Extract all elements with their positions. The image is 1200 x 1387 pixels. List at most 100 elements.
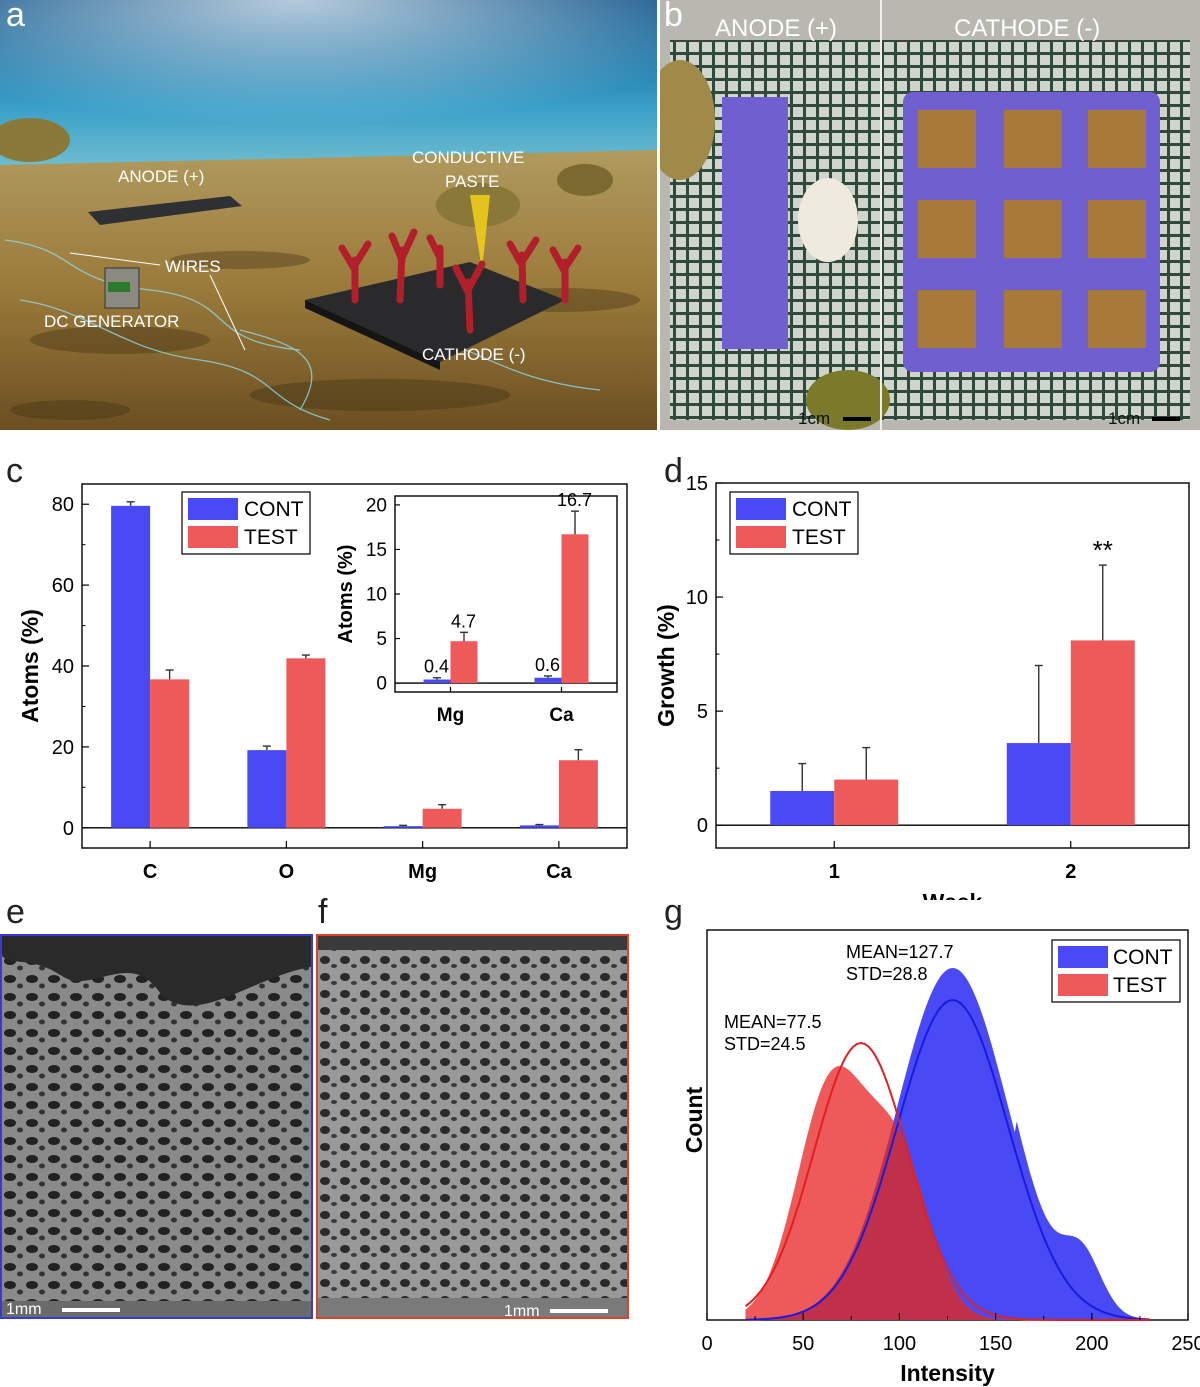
chart-d-bar-test [834,779,899,826]
panel-a-conductive-label: CONDUCTIVE [412,148,524,167]
chart-c-xtick-label: O [279,861,295,883]
chart-d-xtick-label: 1 [829,861,840,883]
chart-c-inset-bar-cont [534,677,562,684]
chart-c-inset-ytick-label: 5 [376,629,387,650]
panel-b-photo: ANODE (+) CATHODE (-) 1cm 1cm [660,0,1200,430]
chart-c-legend-swatch-cont [188,498,238,520]
chart-c-inset-ytick-label: 0 [376,674,387,695]
chart-c-bar-test [286,658,326,828]
chart-d-legend-swatch-cont [736,498,786,520]
chart-g-hist-test [745,1066,1150,1320]
panel-letter-g: g [664,893,683,931]
chart-c-ytick-label: 80 [52,494,74,516]
chart-c-bar-test [422,808,462,828]
panel-a-wires-label: WIRES [165,257,221,276]
panel-e-scalebar [62,1308,120,1312]
chart-g-fit-cont [745,998,1150,1321]
chart-c-ytick-label: 40 [52,656,74,678]
chart-d-ytick-label: 0 [697,815,708,837]
panel-a-paste-label: PASTE [445,172,499,191]
panel-letter-e: e [6,893,25,931]
chart-g-hist-cont [745,968,1150,1320]
chart-g-legend-swatch-cont [1058,946,1108,968]
panel-e-sem-image: 1mm [0,934,313,1319]
panel-b-scalebar-right [1152,417,1180,421]
chart-c-inset-data-label: 16.7 [557,490,592,510]
electrode-photo: ANODE (+) CATHODE (-) 1cm 1cm [660,0,1200,430]
chart-d-xtick-label: 2 [1065,861,1076,883]
chart-c-xtick-label: Ca [546,861,572,883]
chart-d-legend-label: TEST [792,526,846,549]
chart-c-ytick-label: 0 [63,818,74,840]
panel-b-scale-left: 1cm [798,409,830,428]
chart-c-xtick-label: Mg [408,861,437,883]
chart-c-inset-bar-test [450,641,478,684]
chart-c-bar-test [150,679,190,828]
chart-g-annotation-cont-mean: MEAN=127.7 [846,942,954,962]
chart-c-inset-ytick-label: 10 [366,585,387,606]
chart-c-inset-data-label: 4.7 [451,611,476,631]
panel-letter-b: b [664,0,683,34]
panel-letter-a: a [6,0,25,34]
chart-d: 0 5 10 15 1 2 Growth (%) Week CONT TEST ** [653,473,1190,900]
chart-c-inset-data-label: 0.4 [424,657,449,677]
chart-c-ytick-label: 60 [52,575,74,597]
chart-d-significance-annotation: ** [1093,535,1113,565]
panel-b-anode-label: ANODE (+) [715,15,837,42]
chart-g-annotation-cont-std: STD=28.8 [846,964,928,984]
chart-d-bar-cont [1006,743,1071,826]
chart-c-legend-label: CONT [244,498,304,521]
chart-d-legend-label: CONT [792,498,852,521]
panel-b-cathode-label: CATHODE (-) [954,15,1100,42]
chart-g-xtick-label: 0 [701,1333,712,1355]
panel-f-sem-image: 1mm [316,934,629,1319]
chart-d-xlabel: Week [923,889,983,900]
chart-g-xlabel: Intensity [900,1360,995,1386]
chart-c-inset-ylabel: Atoms (%) [335,545,357,644]
panel-a-cathode-label: CATHODE (-) [422,345,526,364]
panel-b-scale-right: 1cm [1108,409,1140,428]
panel-a-illustration: ANODE (+) CONDUCTIVE PASTE WIRES DC GENE… [0,0,657,430]
chart-c-inset-xtick-label: Mg [437,705,464,726]
chart-g-fit-test [744,1041,1150,1321]
chart-d-ylabel: Growth (%) [653,604,679,727]
chart-c-ytick-label: 20 [52,737,74,759]
sem-texture-f: 1mm [318,936,627,1319]
chart-g-xtick-label: 200 [1075,1333,1108,1355]
chart-c-xtick-label: C [143,861,157,883]
chart-d-bar-cont [770,790,835,826]
chart-d-ytick-label: 10 [686,587,708,609]
chart-c-inset-ytick-label: 20 [366,496,387,517]
panel-letter-f: f [318,893,328,931]
panel-letter-d: d [664,452,683,490]
chart-c-legend-swatch-test [188,526,238,548]
panel-letter-c: c [6,452,23,490]
chart-d-ytick-label: 15 [686,473,708,495]
chart-g-xtick-label: 150 [979,1333,1012,1355]
chart-d-ytick-label: 5 [697,701,708,723]
chart-g-legend-label: CONT [1113,946,1173,969]
chart-c-inset-ytick-label: 15 [366,540,387,561]
chart-c: 0 20 40 60 80 C O Mg Ca Atoms (%) CONT TEST 0 5 10 15 20… [17,483,628,883]
chart-c-bar-test [558,760,598,828]
chart-g-xtick-label: 250 [1171,1333,1200,1355]
panel-b-scalebar-left [843,417,871,421]
chart-g-xtick-label: 100 [883,1333,916,1355]
panel-f-scale-label: 1mm [504,1303,540,1319]
chart-c-inset-bar-cont [423,679,451,684]
chart-d-legend-swatch-test [736,526,786,548]
chart-g-annotation-test-std: STD=24.5 [724,1034,806,1054]
chart-c-inset-bar-test [561,534,589,684]
chart-c-inset-data-label: 0.6 [535,655,560,675]
chart-c-bar-cont [383,826,423,828]
chart-g-legend-swatch-test [1058,974,1108,996]
chart-c-legend-label: TEST [244,526,298,549]
chart-c-inset-xtick-label: Ca [549,705,574,726]
panel-f-scalebar [550,1309,608,1313]
chart-g-legend-label: TEST [1113,974,1167,997]
chart-c-ylabel: Atoms (%) [17,609,43,723]
chart-g-annotation-test-mean: MEAN=77.5 [724,1012,822,1032]
panel-e-scale-label: 1mm [6,1301,42,1318]
chart-c-bar-cont [519,825,559,828]
chart-c-bar-cont [247,750,287,828]
